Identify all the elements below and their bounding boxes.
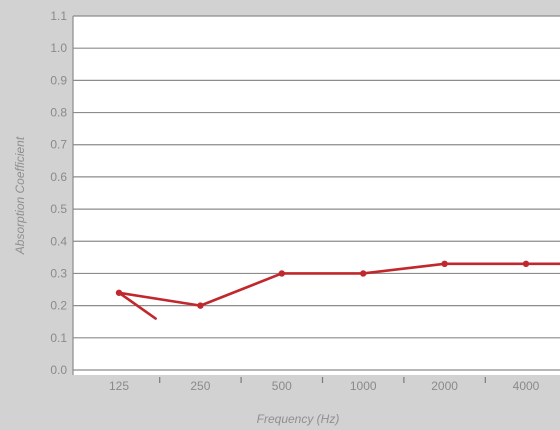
data-point	[197, 302, 204, 309]
data-point	[441, 260, 448, 267]
x-tick-label: 250	[190, 379, 210, 393]
x-tick-label: 1000	[350, 379, 377, 393]
y-tick-label: 0.6	[50, 170, 67, 184]
y-axis-tick-labels: 0.0 0.1 0.2 0.3 0.4 0.5 0.6 0.7 0.8 0.9 1.0 1.1	[50, 9, 67, 377]
data-point	[278, 270, 285, 277]
series-line	[117, 262, 560, 320]
x-axis-separators	[159, 377, 486, 383]
y-tick-label: 1.1	[50, 9, 67, 23]
plot-area	[73, 16, 560, 375]
y-tick-label: 0.8	[50, 106, 67, 120]
gridlines	[72, 15, 560, 375]
data-point	[360, 270, 367, 277]
x-tick-label: 125	[109, 379, 129, 393]
y-tick-label: 0.7	[50, 138, 67, 152]
y-tick-label: 1.0	[50, 41, 67, 55]
y-axis-title: Absorption Coefficient	[13, 136, 27, 255]
data-point	[115, 289, 123, 296]
x-tick-label: 500	[272, 379, 292, 393]
y-tick-label: 0.9	[50, 73, 67, 87]
y-tick-label: 0.1	[50, 331, 67, 345]
y-tick-label: 0.4	[50, 234, 67, 248]
x-axis-title: Frequency (Hz)	[257, 412, 340, 426]
y-tick-label: 0.3	[50, 266, 67, 280]
data-point	[522, 260, 530, 267]
x-tick-label: 2000	[431, 379, 458, 393]
x-axis-tick-labels: 125 250 500 1000 2000 4000	[109, 379, 540, 393]
x-tick-label: 4000	[513, 379, 540, 393]
y-tick-label: 0.0	[50, 363, 67, 377]
series-group	[115, 260, 560, 320]
y-tick-label: 0.5	[50, 202, 67, 216]
y-tick-label: 0.2	[50, 299, 67, 313]
